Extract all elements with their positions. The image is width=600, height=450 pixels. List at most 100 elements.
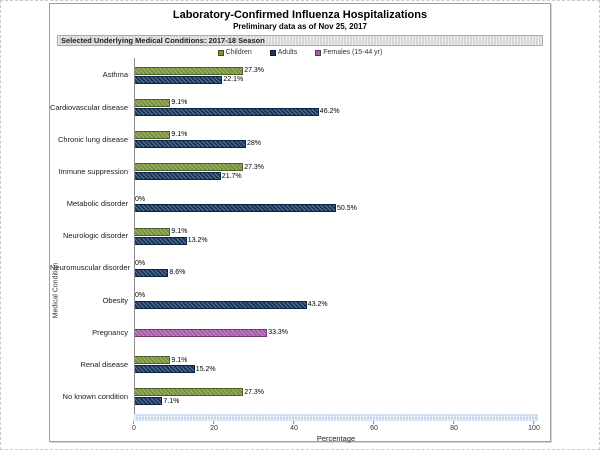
bar-value-label: 22.1% bbox=[223, 76, 244, 84]
bar-children bbox=[134, 388, 244, 397]
x-tick-mark bbox=[213, 421, 215, 425]
bar-value-label: 43.2% bbox=[307, 301, 328, 309]
bar-value-label: 7.1% bbox=[163, 397, 180, 405]
x-tick-mark bbox=[533, 421, 535, 425]
bar-value-label: 27.3% bbox=[244, 67, 265, 75]
legend-swatch-females bbox=[315, 49, 322, 56]
bar-adults bbox=[134, 107, 319, 116]
bar-children bbox=[134, 356, 171, 365]
category-row: Obesity 0% 43.2% bbox=[50, 284, 550, 316]
section-header-label: Selected Underlying Medical Conditions: … bbox=[61, 36, 265, 45]
legend: Children Adults Females (15-44 yr) bbox=[50, 47, 550, 58]
category-row: Asthma 27.3% 22.1% bbox=[50, 59, 550, 91]
x-tick-label: 80 bbox=[450, 425, 458, 433]
bar-value-label: 27.3% bbox=[244, 163, 265, 171]
category-row: No known condition 27.3% 7.1% bbox=[50, 381, 550, 413]
x-tick-mark bbox=[373, 421, 375, 425]
bar-value-label: 33.3% bbox=[268, 329, 289, 337]
category-label: Obesity bbox=[102, 295, 128, 305]
legend-item-adults: Adults bbox=[269, 49, 298, 56]
y-axis-label: Medical Condition bbox=[52, 262, 60, 319]
category-label: Cardiovascular disease bbox=[50, 102, 128, 112]
bar-adults bbox=[134, 397, 163, 406]
range-scrollbar[interactable] bbox=[134, 414, 538, 422]
x-tick: 0 bbox=[132, 421, 136, 433]
x-axis-label: Percentage bbox=[316, 434, 356, 444]
bar-value-label: 21.7% bbox=[221, 172, 242, 180]
x-tick-label: 20 bbox=[210, 425, 218, 433]
x-tick: 100 bbox=[528, 421, 540, 433]
x-tick-mark bbox=[293, 421, 295, 425]
zero-value-label: 0% bbox=[135, 292, 146, 300]
bar-value-label: 27.3% bbox=[244, 388, 265, 396]
category-label: Chronic lung disease bbox=[57, 134, 128, 144]
zero-value-label: 0% bbox=[135, 195, 146, 203]
bar-value-label: 13.2% bbox=[187, 237, 208, 245]
bar-adults bbox=[134, 204, 336, 213]
x-tick: 80 bbox=[450, 421, 458, 433]
legend-item-females: Females (15-44 yr) bbox=[315, 49, 382, 56]
x-axis-ticks: 0 20 40 60 80 100 bbox=[50, 421, 550, 434]
bar-adults bbox=[134, 236, 187, 245]
x-tick-label: 0 bbox=[132, 425, 136, 433]
category-label: Metabolic disorder bbox=[66, 199, 128, 209]
category-row: Neuromuscular disorder 0% 8.6% bbox=[50, 252, 550, 284]
bar-value-label: 8.6% bbox=[169, 269, 186, 277]
bar-children bbox=[134, 163, 244, 172]
category-label: Neurologic disorder bbox=[62, 231, 128, 241]
category-row: Metabolic disorder 0% 50.5% bbox=[50, 188, 550, 220]
bar-adults bbox=[134, 172, 221, 181]
category-row: Renal disease 9.1% 15.2% bbox=[50, 349, 550, 381]
category-label: Immune suppression bbox=[58, 166, 128, 176]
legend-swatch-children bbox=[217, 49, 224, 56]
bar-value-label: 28% bbox=[247, 140, 262, 148]
bar-adults bbox=[134, 139, 246, 148]
bar-value-label: 15.2% bbox=[195, 365, 216, 373]
chart-subtitle: Preliminary data as of Nov 25, 2017 bbox=[233, 22, 367, 31]
bar-value-label: 9.1% bbox=[171, 228, 188, 236]
category-label: Neuromuscular disorder bbox=[50, 263, 131, 273]
bar-value-label: 46.2% bbox=[319, 108, 340, 116]
category-label: Renal disease bbox=[80, 360, 128, 370]
category-row: Neurologic disorder 9.1% 13.2% bbox=[50, 220, 550, 252]
section-header-bar: Selected Underlying Medical Conditions: … bbox=[57, 35, 543, 46]
bar-females bbox=[134, 328, 268, 337]
bar-adults bbox=[134, 75, 223, 84]
bar-value-label: 50.5% bbox=[337, 204, 357, 212]
x-tick: 20 bbox=[210, 421, 218, 433]
x-tick-mark bbox=[453, 421, 455, 425]
x-tick-mark bbox=[133, 421, 135, 425]
legend-item-children: Children bbox=[217, 49, 252, 56]
x-tick-label: 100 bbox=[528, 425, 540, 433]
bar-children bbox=[134, 66, 244, 75]
category-label: No known condition bbox=[62, 392, 128, 402]
x-tick: 40 bbox=[290, 421, 298, 433]
bar-value-label: 9.1% bbox=[171, 131, 188, 139]
bar-children bbox=[134, 98, 171, 107]
category-label: Asthma bbox=[102, 70, 128, 80]
zero-value-label: 0% bbox=[135, 260, 146, 268]
y-axis-line bbox=[134, 58, 135, 416]
legend-label: Adults bbox=[277, 49, 298, 56]
category-row: Chronic lung disease 9.1% 28% bbox=[50, 123, 550, 155]
chart-panel: Laboratory-Confirmed Influenza Hospitali… bbox=[49, 3, 551, 444]
chart-title: Laboratory-Confirmed Influenza Hospitali… bbox=[172, 9, 428, 21]
category-row: Cardiovascular disease 9.1% 46.2% bbox=[50, 91, 550, 123]
x-tick-label: 40 bbox=[290, 425, 298, 433]
x-tick-label: 60 bbox=[370, 425, 378, 433]
legend-label: Females (15-44 yr) bbox=[323, 49, 383, 56]
x-tick: 60 bbox=[370, 421, 378, 433]
category-row: Immune suppression 27.3% 21.7% bbox=[50, 156, 550, 188]
bar-adults bbox=[134, 365, 195, 374]
bar-children bbox=[134, 130, 171, 139]
bar-value-label: 9.1% bbox=[171, 356, 188, 364]
bar-value-label: 9.1% bbox=[171, 99, 188, 107]
plot-area: Medical Condition Asthma 27.3% 22.1% Cardio… bbox=[50, 58, 550, 416]
bar-children bbox=[134, 227, 171, 236]
legend-label: Children bbox=[225, 49, 252, 56]
bar-adults bbox=[134, 300, 307, 309]
legend-swatch-adults bbox=[269, 49, 276, 56]
category-label: Pregnancy bbox=[92, 327, 128, 337]
bar-adults bbox=[134, 268, 169, 277]
